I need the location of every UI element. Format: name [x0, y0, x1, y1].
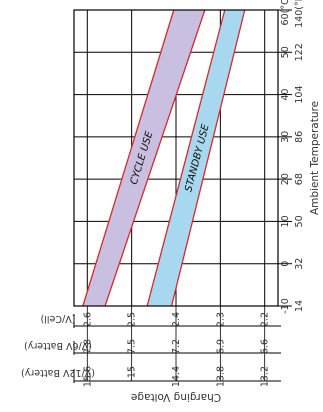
celsius-tick-label: 40 — [280, 89, 291, 101]
celsius-tick-label: 60(°C) — [280, 0, 291, 25]
six-volt-tick-label: 6.6 — [260, 339, 271, 354]
celsius-tick-label: 0 — [280, 261, 291, 267]
fahrenheit-tick-label: 32 — [294, 258, 305, 270]
cell-scale-title: (V/Cell) — [41, 313, 76, 324]
six-volt-tick-label: 6.9 — [215, 339, 226, 354]
fahrenheit-tick-label: 86 — [294, 131, 305, 143]
cycle-use-upper-edge — [82, 9, 175, 307]
y-axis-title: Charging Voltage — [131, 391, 221, 403]
twelve-volt-tick-label: 13.8 — [215, 366, 226, 387]
cell-tick-label: 2.4 — [171, 312, 182, 327]
celsius-tick-label: 30 — [280, 131, 291, 143]
fahrenheit-tick-label: 68 — [294, 173, 305, 185]
six-volt-tick-label: 7.2 — [171, 339, 182, 354]
cell-tick-label: 2.2 — [260, 312, 271, 327]
standby-use-band — [147, 10, 245, 306]
fahrenheit-tick-label: 140(°F) — [294, 0, 305, 28]
twelve-volt-scale-title: (V/12V Battery) — [21, 367, 95, 378]
fahrenheit-tick-label: 50 — [294, 215, 305, 227]
twelve-volt-tick-label: 15 — [127, 366, 138, 378]
twelve-volt-tick-label: 15.6 — [82, 366, 93, 387]
six-volt-scale-title: (V/6V Battery) — [24, 340, 92, 351]
six-volt-tick-label: 7.5 — [127, 339, 138, 354]
six-volt-tick-label: 7.8 — [82, 339, 93, 354]
fahrenheit-tick-label: 14 — [294, 300, 305, 312]
standby-use-upper-edge — [146, 9, 226, 307]
fahrenheit-tick-label: 104 — [294, 86, 305, 104]
cell-tick-label: 2.3 — [215, 312, 226, 327]
cycle-use-lower-edge — [104, 9, 206, 307]
celsius-tick-label: 10 — [280, 215, 291, 227]
cell-tick-label: 2.6 — [82, 312, 93, 327]
standby-use-lower-edge — [170, 9, 246, 307]
celsius-tick-label: 50 — [280, 46, 291, 58]
cell-tick-label: 2.5 — [127, 312, 138, 327]
x-axis-title: Ambient Temperature — [309, 101, 321, 215]
celsius-tick-label: 20 — [280, 173, 291, 185]
twelve-volt-tick-label: 13.2 — [260, 366, 271, 387]
cycle-use-band — [82, 10, 205, 306]
twelve-volt-tick-label: 14.4 — [171, 366, 182, 387]
plot-frame — [73, 9, 292, 383]
fahrenheit-tick-label: 122 — [294, 43, 305, 61]
celsius-tick-label: -10 — [280, 298, 291, 314]
bands — [82, 9, 246, 307]
